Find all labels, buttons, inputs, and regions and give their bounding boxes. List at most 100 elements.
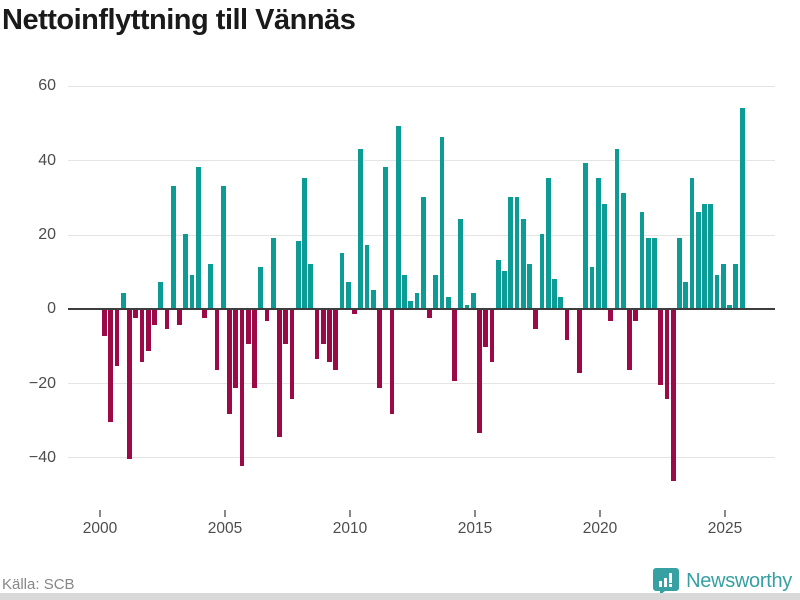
newsworthy-logo: Newsworthy — [653, 567, 792, 595]
bar-2017q2 — [533, 310, 539, 329]
bar-2019q4 — [595, 178, 601, 309]
bar-2025q1 — [727, 304, 732, 309]
bar-2021q3 — [639, 211, 645, 309]
bar-2024q3 — [714, 274, 720, 309]
bar-2020q1 — [602, 204, 607, 309]
newsworthy-wordmark: Newsworthy — [686, 569, 792, 592]
bar-2003q2 — [183, 234, 189, 309]
bar-2006q1 — [252, 310, 257, 389]
bar-2000q3 — [114, 310, 120, 367]
x-axis-tick-2005 — [224, 510, 226, 517]
bar-2013q3 — [439, 137, 445, 309]
bar-2007q2 — [283, 310, 289, 344]
bar-2020q2 — [608, 310, 614, 322]
x-axis-tick-2025 — [724, 510, 726, 517]
bar-2002q2 — [158, 282, 164, 309]
x-axis-label-2025: 2025 — [707, 520, 743, 537]
x-axis-label-2015: 2015 — [457, 520, 493, 537]
bar-2024q4 — [720, 263, 726, 309]
x-axis-label-2000: 2000 — [82, 520, 118, 537]
source-label: Källa: SCB — [2, 576, 75, 593]
bar-2023q1 — [677, 237, 682, 309]
bar-2001q3 — [139, 310, 145, 363]
bar-2001q2 — [133, 310, 139, 318]
bar-2022q2 — [658, 310, 664, 385]
bar-2023q4 — [695, 211, 701, 309]
bar-2006q2 — [258, 267, 264, 309]
newsworthy-badge-icon — [653, 567, 680, 595]
bar-2002q3 — [164, 310, 170, 329]
gridline-40 — [68, 160, 775, 162]
bar-2015q1 — [477, 310, 482, 433]
bar-2020q3 — [614, 148, 620, 309]
bar-2015q3 — [489, 310, 495, 363]
bar-2022q4 — [670, 310, 676, 482]
bar-2011q2 — [383, 167, 389, 309]
bar-2018q3 — [564, 310, 570, 341]
bar-2011q3 — [389, 310, 395, 415]
bar-2017q4 — [545, 178, 551, 309]
bar-2009q4 — [345, 282, 351, 309]
bar-2005q3 — [239, 310, 245, 467]
bar-2006q4 — [270, 237, 276, 309]
bar-2012q4 — [420, 196, 426, 309]
bar-2018q1 — [552, 278, 557, 309]
bar-2004q4 — [220, 185, 226, 309]
bar-2004q3 — [214, 310, 220, 370]
y-axis-label--40: −40 — [28, 448, 56, 466]
bottom-strip — [0, 593, 800, 600]
bar-2004q2 — [208, 263, 214, 309]
bar-2013q1 — [427, 310, 432, 318]
bar-2002q4 — [170, 185, 176, 309]
bar-2014q2 — [458, 219, 464, 309]
bar-2012q2 — [408, 300, 414, 309]
bar-2023q2 — [683, 282, 689, 309]
bar-2008q3 — [314, 310, 320, 359]
bar-2007q1 — [277, 310, 282, 437]
bar-2005q1 — [227, 310, 232, 415]
bar-2022q3 — [664, 310, 670, 400]
bar-2018q2 — [558, 297, 564, 309]
page-title: Nettoinflyttning till Vännäs — [2, 4, 356, 36]
x-axis-tick-2015 — [474, 510, 476, 517]
bar-2009q2 — [333, 310, 339, 370]
bar-2011q4 — [395, 126, 401, 309]
bar-2008q2 — [308, 263, 314, 309]
bar-2014q4 — [470, 293, 476, 309]
bar-2013q4 — [445, 297, 451, 309]
bar-2003q1 — [177, 310, 182, 326]
y-axis-label-0: 0 — [47, 300, 56, 318]
bar-2015q4 — [495, 260, 501, 309]
x-axis-label-2005: 2005 — [207, 520, 243, 537]
bar-2016q1 — [502, 271, 507, 309]
bar-2009q3 — [339, 252, 345, 309]
x-axis-tick-2020 — [599, 510, 601, 517]
bar-2019q1 — [577, 310, 582, 374]
y-axis-label--20: −20 — [28, 374, 56, 392]
bar-2016q4 — [520, 219, 526, 309]
bar-2007q3 — [289, 310, 295, 400]
x-axis-label-2010: 2010 — [332, 520, 368, 537]
bar-2012q3 — [414, 293, 420, 309]
bar-2005q4 — [245, 310, 251, 344]
bar-2009q1 — [327, 310, 332, 363]
bar-2007q4 — [295, 241, 301, 309]
bar-2001q1 — [127, 310, 132, 459]
bar-2002q1 — [152, 310, 157, 326]
bar-2020q4 — [620, 193, 626, 309]
bar-2017q3 — [539, 234, 545, 309]
x-axis-label-2020: 2020 — [582, 520, 618, 537]
bar-2004q1 — [202, 310, 207, 318]
bar-2014q3 — [464, 304, 470, 309]
bar-2000q2 — [108, 310, 114, 422]
bar-2025q3 — [739, 107, 745, 309]
bar-2021q2 — [633, 310, 639, 322]
bar-2005q2 — [233, 310, 239, 389]
bar-2016q2 — [508, 196, 514, 309]
bar-2001q4 — [145, 310, 151, 352]
bar-2017q1 — [527, 263, 532, 309]
bar-2000q1 — [102, 310, 107, 337]
bar-2025q2 — [733, 263, 739, 309]
bar-2008q4 — [320, 310, 326, 344]
